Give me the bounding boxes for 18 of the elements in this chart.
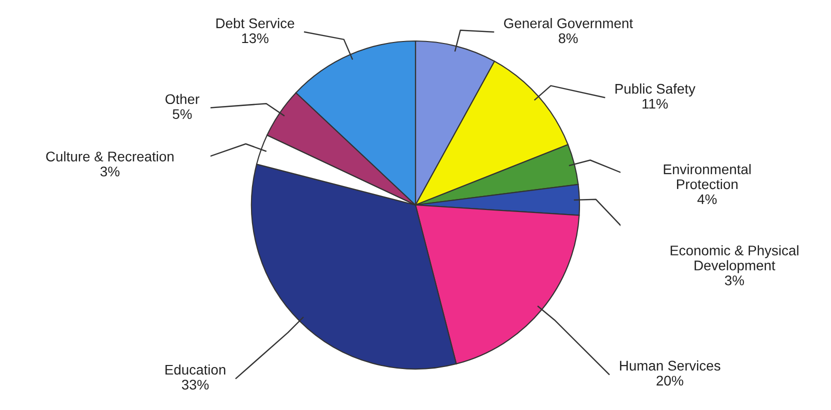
slice-label: General Government: [504, 18, 633, 28]
slice-label: Human Services: [620, 360, 720, 371]
data-label: 8%: [558, 33, 578, 44]
slice-label: Public Safety: [616, 84, 696, 96]
slice-label: Economic & Physical Development: [670, 245, 798, 274]
data-label: 5%: [172, 109, 192, 120]
data-label: 3%: [724, 275, 744, 286]
data-label: 20%: [656, 376, 684, 386]
slice-label: Debt Service: [216, 18, 294, 28]
slice-label: Education: [166, 364, 226, 375]
slice-label: Other: [166, 94, 200, 104]
data-label: 11%: [642, 98, 668, 109]
data-label: 4%: [697, 194, 717, 204]
data-label: 3%: [100, 166, 120, 176]
data-label: 33%: [182, 380, 209, 390]
data-label: 13%: [242, 33, 268, 44]
slice-label: Culture & Recreation: [46, 151, 174, 162]
slice-label: Environmental Protection: [664, 164, 751, 190]
